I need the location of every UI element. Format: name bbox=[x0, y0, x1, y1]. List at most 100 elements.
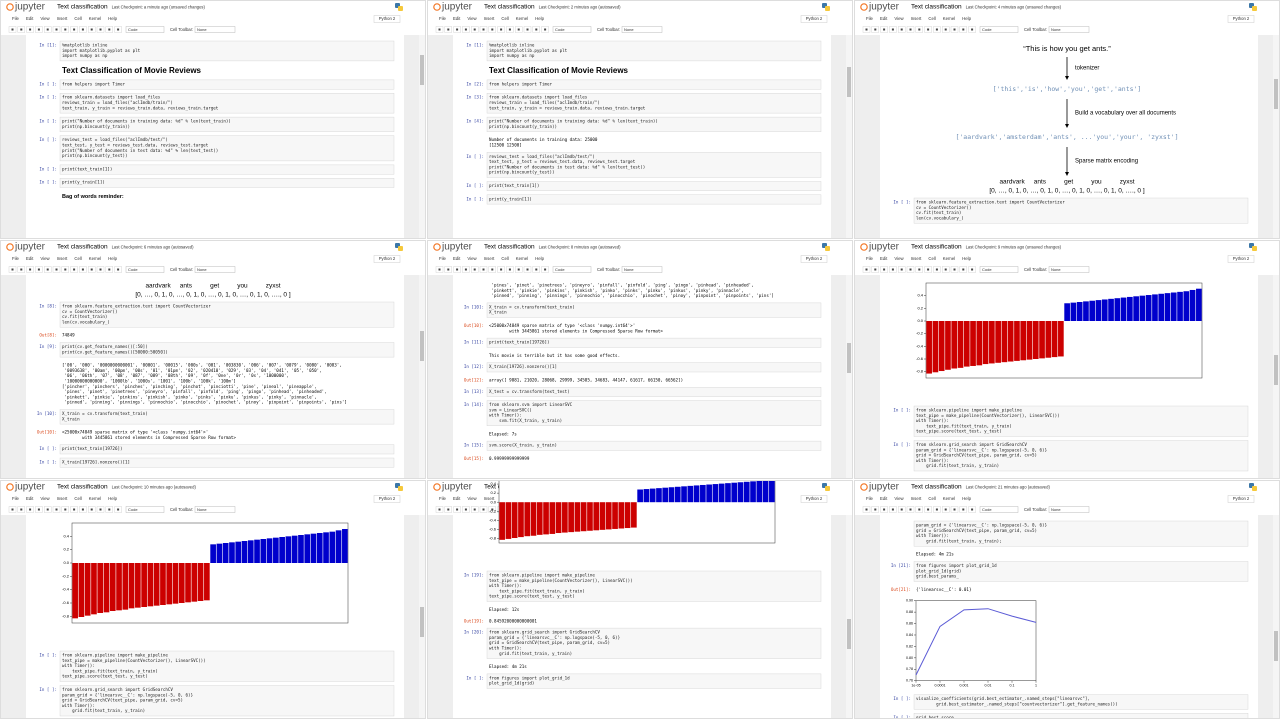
code-cell[interactable] bbox=[59, 457, 395, 468]
menu-item[interactable]: Cell bbox=[74, 496, 81, 501]
code-cell[interactable] bbox=[486, 92, 822, 114]
cell-type-select[interactable] bbox=[552, 266, 592, 273]
code-cell[interactable] bbox=[59, 342, 395, 358]
code-cell[interactable] bbox=[913, 694, 1249, 710]
code-cell[interactable] bbox=[486, 570, 822, 602]
menu-item[interactable]: View bbox=[467, 16, 477, 21]
code-cell[interactable] bbox=[913, 405, 1249, 437]
menu-item[interactable]: File bbox=[12, 496, 20, 501]
menu-item[interactable]: Insert bbox=[57, 496, 69, 501]
menu-item[interactable]: View bbox=[40, 16, 50, 21]
scrollbar-thumb[interactable] bbox=[1274, 79, 1278, 109]
scrollbar-thumb[interactable] bbox=[1274, 631, 1278, 661]
notebook-title[interactable]: Text classification bbox=[57, 244, 108, 251]
code-cell[interactable] bbox=[59, 444, 395, 455]
menu-item[interactable]: Kernel bbox=[943, 256, 955, 261]
menu-item[interactable]: View bbox=[467, 496, 477, 501]
code-cell[interactable] bbox=[486, 337, 822, 348]
cell-toolbar-select[interactable] bbox=[621, 266, 663, 273]
cell-type-select[interactable] bbox=[125, 26, 165, 33]
menu-item[interactable]: View bbox=[894, 16, 904, 21]
code-cell[interactable] bbox=[913, 197, 1249, 224]
menu-item[interactable]: Kernel bbox=[516, 256, 528, 261]
scrollbar-thumb[interactable] bbox=[420, 55, 424, 85]
cell-toolbar-select[interactable] bbox=[1048, 26, 1090, 33]
code-cell[interactable] bbox=[59, 79, 395, 90]
menu-item[interactable]: Help bbox=[535, 16, 544, 21]
menu-item[interactable]: File bbox=[439, 496, 447, 501]
code-cell[interactable] bbox=[486, 400, 822, 427]
menu-item[interactable]: Cell bbox=[501, 256, 508, 261]
menu-item[interactable]: Cell bbox=[74, 256, 81, 261]
menu-item[interactable]: Insert bbox=[57, 256, 69, 261]
menu-item[interactable]: File bbox=[866, 496, 874, 501]
scrollbar-thumb[interactable] bbox=[420, 331, 424, 361]
menu-item[interactable]: Insert bbox=[484, 256, 496, 261]
cell-toolbar-select[interactable] bbox=[1048, 506, 1090, 513]
menu-item[interactable]: Edit bbox=[453, 16, 461, 21]
menu-item[interactable]: Help bbox=[108, 496, 117, 501]
code-cell[interactable] bbox=[913, 561, 1249, 582]
menu-item[interactable]: File bbox=[866, 256, 874, 261]
menu-item[interactable]: Edit bbox=[880, 16, 888, 21]
menu-item[interactable]: File bbox=[866, 16, 874, 21]
menu-item[interactable]: Kernel bbox=[89, 496, 101, 501]
menu-item[interactable]: File bbox=[12, 16, 20, 21]
code-cell[interactable] bbox=[913, 713, 1249, 720]
notebook-title[interactable]: Text classification bbox=[57, 4, 108, 11]
menu-item[interactable]: Help bbox=[962, 16, 971, 21]
code-cell[interactable] bbox=[486, 116, 822, 132]
menu-item[interactable]: Kernel bbox=[943, 16, 955, 21]
menu-item[interactable]: View bbox=[894, 496, 904, 501]
notebook-title[interactable]: Text classification bbox=[484, 4, 535, 11]
code-cell[interactable] bbox=[486, 627, 822, 659]
menu-item[interactable]: Edit bbox=[453, 256, 461, 261]
menu-item[interactable]: Insert bbox=[911, 16, 923, 21]
code-cell[interactable] bbox=[59, 135, 395, 162]
menu-item[interactable]: Kernel bbox=[943, 496, 955, 501]
code-cell[interactable] bbox=[59, 650, 395, 682]
notebook-title[interactable]: Text classification bbox=[484, 244, 535, 251]
notebook-title[interactable]: Text classification bbox=[57, 484, 108, 491]
code-cell[interactable] bbox=[486, 440, 822, 451]
cell-type-select[interactable] bbox=[979, 506, 1019, 513]
notebook-title[interactable]: Text classification bbox=[911, 4, 962, 11]
code-cell[interactable] bbox=[486, 181, 822, 192]
code-cell[interactable] bbox=[486, 302, 822, 318]
menu-item[interactable]: Edit bbox=[26, 256, 34, 261]
scrollbar-thumb[interactable] bbox=[847, 619, 851, 649]
cell-type-select[interactable] bbox=[979, 26, 1019, 33]
code-cell[interactable] bbox=[59, 685, 395, 717]
menu-item[interactable]: File bbox=[12, 256, 20, 261]
menu-item[interactable]: Insert bbox=[911, 256, 923, 261]
cell-toolbar-select[interactable] bbox=[194, 266, 236, 273]
menu-item[interactable]: Insert bbox=[484, 16, 496, 21]
code-cell[interactable] bbox=[486, 152, 822, 178]
menu-item[interactable]: Help bbox=[108, 256, 117, 261]
menu-item[interactable]: Edit bbox=[26, 16, 34, 21]
menu-item[interactable]: Cell bbox=[74, 16, 81, 21]
code-cell[interactable] bbox=[913, 520, 1249, 547]
cell-type-select[interactable] bbox=[979, 266, 1019, 273]
menu-item[interactable]: View bbox=[467, 256, 477, 261]
code-cell[interactable] bbox=[59, 40, 395, 62]
code-cell[interactable] bbox=[486, 362, 822, 373]
menu-item[interactable]: Cell bbox=[501, 16, 508, 21]
menu-item[interactable]: Cell bbox=[928, 256, 935, 261]
menu-item[interactable]: View bbox=[40, 496, 50, 501]
menu-item[interactable]: View bbox=[40, 256, 50, 261]
scrollbar-thumb[interactable] bbox=[420, 607, 424, 637]
menu-item[interactable]: Kernel bbox=[89, 16, 101, 21]
code-cell[interactable] bbox=[486, 387, 822, 397]
code-cell[interactable] bbox=[59, 164, 395, 175]
menu-item[interactable]: Help bbox=[962, 496, 971, 501]
menu-item[interactable]: Cell bbox=[928, 496, 935, 501]
notebook-title[interactable]: Text classification bbox=[911, 484, 962, 491]
code-cell[interactable] bbox=[913, 440, 1249, 472]
cell-toolbar-select[interactable] bbox=[1048, 266, 1090, 273]
menu-item[interactable]: Edit bbox=[880, 256, 888, 261]
code-cell[interactable] bbox=[486, 673, 822, 689]
code-cell[interactable] bbox=[59, 177, 395, 188]
notebook-title[interactable]: Text classification bbox=[911, 244, 962, 251]
scrollbar-thumb[interactable] bbox=[847, 343, 851, 373]
